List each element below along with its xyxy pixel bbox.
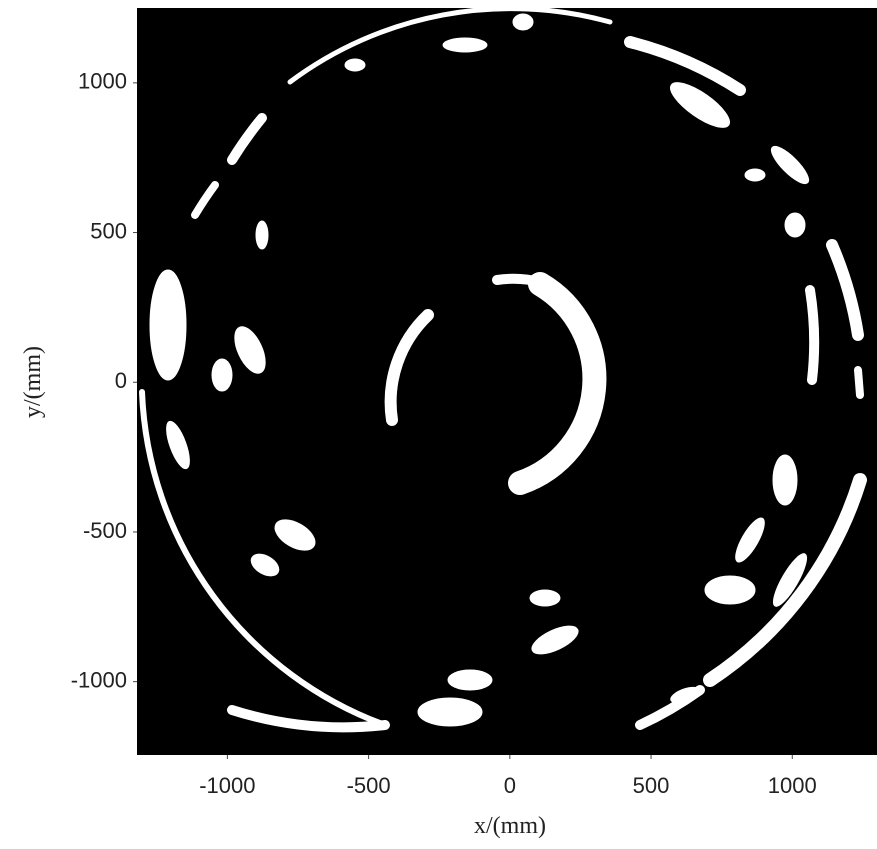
y-tick-label: 1000	[78, 69, 127, 94]
x-tick-label: -1000	[199, 773, 255, 798]
y-axis-label: y/(mm)	[20, 346, 46, 418]
x-tick-label: -500	[347, 773, 391, 798]
x-tick-label: 1000	[768, 773, 817, 798]
x-axis-label: x/(mm)	[474, 813, 546, 839]
chart: x/(mm) y/(mm) -1000 -500 0 500 1000 -1000 -500…	[0, 0, 877, 849]
y-tick-label: 500	[90, 218, 127, 243]
y-tick-label: 0	[115, 368, 127, 393]
x-tick-label: 0	[504, 773, 516, 798]
y-tick-label: -500	[83, 518, 127, 543]
x-tick-label: 500	[633, 773, 670, 798]
y-tick-label: -1000	[71, 667, 127, 692]
